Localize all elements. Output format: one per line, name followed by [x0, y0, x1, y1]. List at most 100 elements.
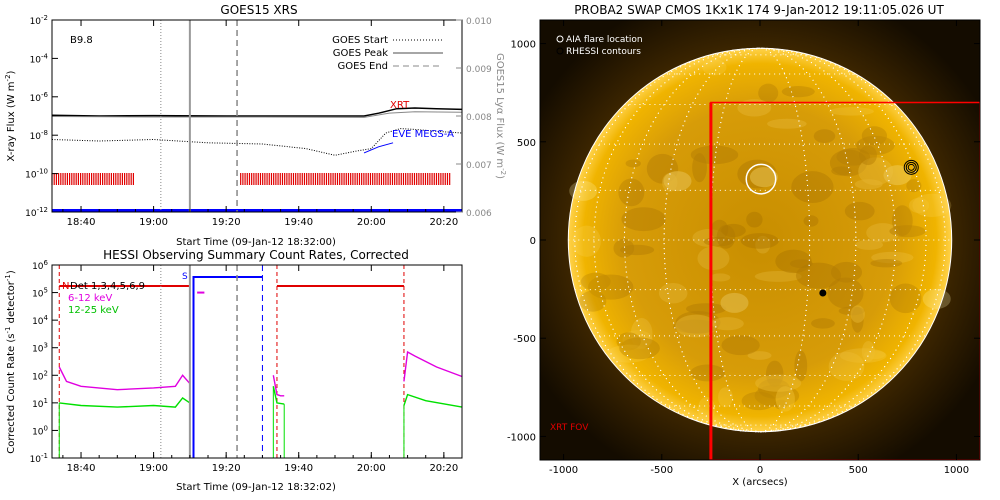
disk-texture [758, 83, 779, 103]
disk-texture [673, 319, 719, 334]
hessi-detectors: Det 1,3,4,5,6,9 [70, 281, 145, 292]
disk-texture [858, 157, 894, 186]
disk-texture [587, 274, 634, 300]
swap-ytick-label: -1000 [507, 432, 536, 443]
longitude-line [574, 47, 946, 433]
swap-xtick-label: -500 [650, 465, 673, 476]
disk-texture [741, 391, 776, 411]
hessi-ytick-label: 101 [32, 397, 48, 410]
goes-long-channel-line [51, 107, 463, 117]
swap-xtick-label: -1000 [549, 465, 578, 476]
disk-texture [692, 229, 726, 247]
disk-texture [607, 344, 651, 363]
goes-xtick-label: 19:20 [212, 217, 241, 228]
active-region [749, 167, 778, 188]
disk-texture [625, 159, 641, 168]
goes-ytick-label: 10-4 [30, 52, 49, 65]
disk-texture [791, 171, 834, 204]
disk-texture [892, 205, 913, 236]
disk-texture [702, 59, 727, 76]
active-region [883, 165, 912, 186]
disk-texture [675, 311, 721, 334]
disk-texture [754, 384, 800, 407]
legend-aia-marker [556, 35, 564, 43]
disk-texture [813, 129, 836, 143]
longitude-line [709, 47, 811, 433]
disk-texture [838, 306, 865, 316]
disk-texture [579, 290, 607, 312]
disk-texture [803, 215, 819, 227]
disk-texture [711, 317, 744, 331]
disk-texture [697, 246, 730, 271]
disk-texture [871, 251, 914, 264]
goes-x-label: Start Time (09-Jan-12 18:32:00) [176, 237, 336, 248]
hessi-legend-12-25: 12-25 keV [68, 305, 119, 316]
disk-texture [737, 159, 777, 189]
hessi-ytick-label: 102 [32, 369, 48, 382]
saa-bar [192, 276, 263, 458]
disk-texture [757, 378, 791, 399]
hessi-xtick-label: 19:40 [284, 463, 313, 474]
swap-xtick-label: 0 [757, 465, 763, 476]
disk-texture [889, 283, 922, 314]
disk-texture [870, 259, 903, 268]
rhessi-contour [903, 159, 919, 175]
legend-goes-start: GOES Start [332, 35, 388, 46]
goes-class-label: B9.8 [70, 35, 93, 46]
disk-texture [622, 330, 653, 349]
goes-xtick-label: 19:40 [284, 217, 313, 228]
hessi-low-line [403, 350, 463, 382]
hessi-high-line [403, 393, 463, 408]
disk-texture [747, 351, 772, 360]
disk-texture [613, 238, 635, 258]
hessi-night-label: N [62, 281, 69, 292]
goes-xtick-label: 19:00 [139, 217, 168, 228]
disk-texture [721, 335, 760, 356]
disk-texture [710, 219, 729, 240]
hessi-legend-6-12: 6-12 keV [68, 293, 112, 304]
hessi-ytick-label: 106 [32, 259, 48, 272]
hessi-low-line [272, 375, 285, 397]
disk-texture [839, 348, 887, 363]
hessi-ytick-label: 103 [32, 342, 48, 355]
goes-xtick-label: 20:00 [357, 217, 386, 228]
disk-texture [856, 135, 895, 155]
swap-ytick-label: -500 [513, 334, 536, 345]
lyman-alpha-line [51, 111, 463, 118]
hessi-ytick-label: 10-1 [30, 452, 48, 465]
disk-texture [906, 179, 922, 193]
goes-panel: GOES15 XRS 18:40 19:00 19:20 19:40 20:00 20:2… [4, 3, 507, 248]
disk-texture [861, 341, 875, 362]
disk-texture [854, 179, 883, 190]
hessi-high-line [272, 386, 285, 405]
goes-ytick-label: 10-10 [25, 168, 48, 181]
goes-ytick-label: 10-2 [30, 14, 48, 27]
rhessi-contour [905, 161, 917, 173]
disk-texture [831, 166, 853, 176]
disk-texture [720, 223, 746, 238]
swap-xtick-label: 1000 [944, 465, 969, 476]
active-region [720, 292, 749, 313]
disk-texture [658, 282, 688, 304]
disk-texture [866, 223, 900, 243]
longitude-line [593, 47, 927, 433]
rhessi-contour [907, 163, 915, 171]
disk-texture [795, 262, 842, 289]
legend-goes-end: GOES End [338, 61, 388, 72]
disk-texture [836, 148, 871, 166]
hessi-xtick-label: 19:20 [212, 463, 241, 474]
hessi-high-line [59, 397, 191, 408]
disk-texture [690, 364, 725, 382]
legend-rhessi-marker [556, 47, 564, 55]
disk-texture [912, 193, 952, 218]
disk-texture [616, 332, 641, 351]
hessi-ytick-label: 104 [32, 314, 48, 327]
disk-texture [765, 360, 784, 388]
goes-y2tick-label: 0.008 [466, 113, 492, 123]
hessi-title: HESSI Observing Summary Count Rates, Cor… [103, 248, 409, 262]
goes-y2-label: GOES15 Lyα Flux (W m-2) [494, 53, 507, 179]
disk-texture [789, 259, 813, 269]
hessi-ytick-label: 100 [32, 424, 48, 437]
disk-texture [861, 126, 888, 146]
disk-texture [740, 233, 779, 249]
